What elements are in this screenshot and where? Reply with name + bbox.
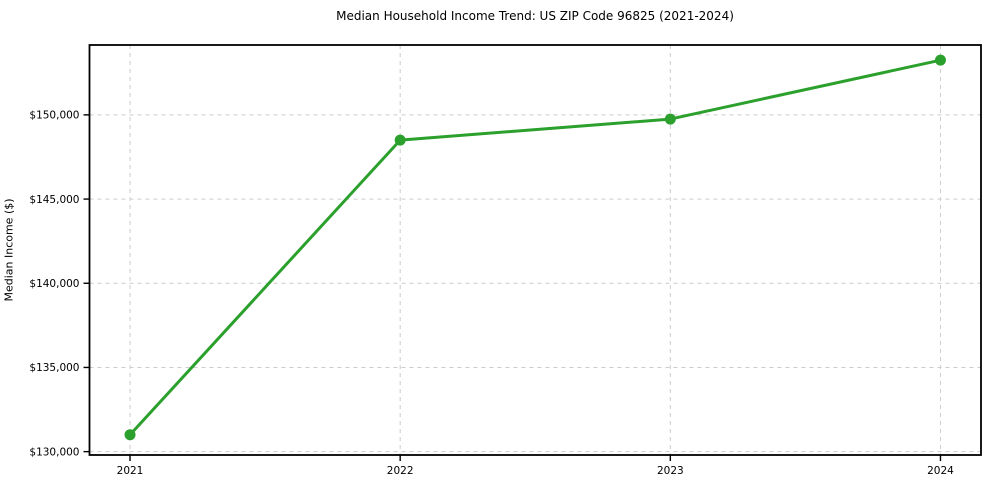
y-tick-label: $135,000 xyxy=(29,362,79,374)
trend-line xyxy=(128,58,942,437)
plot-border xyxy=(88,44,982,456)
chart-title: Median Household Income Trend: US ZIP Co… xyxy=(336,9,734,23)
x-tick-label: 2023 xyxy=(657,465,684,477)
y-tick-label: $150,000 xyxy=(29,110,79,122)
y-tick-label: $145,000 xyxy=(29,194,79,206)
data-point-2024 xyxy=(934,54,946,66)
x-tick-label: 2022 xyxy=(387,465,414,477)
y-tick-label: $140,000 xyxy=(29,278,79,290)
data-point-2023 xyxy=(664,113,676,125)
x-tick-label: 2024 xyxy=(927,465,954,477)
y-tick-label: $130,000 xyxy=(29,446,79,458)
x-tick-label: 2021 xyxy=(117,465,144,477)
data-point-2022 xyxy=(394,134,406,146)
data-point-2021 xyxy=(124,429,136,441)
